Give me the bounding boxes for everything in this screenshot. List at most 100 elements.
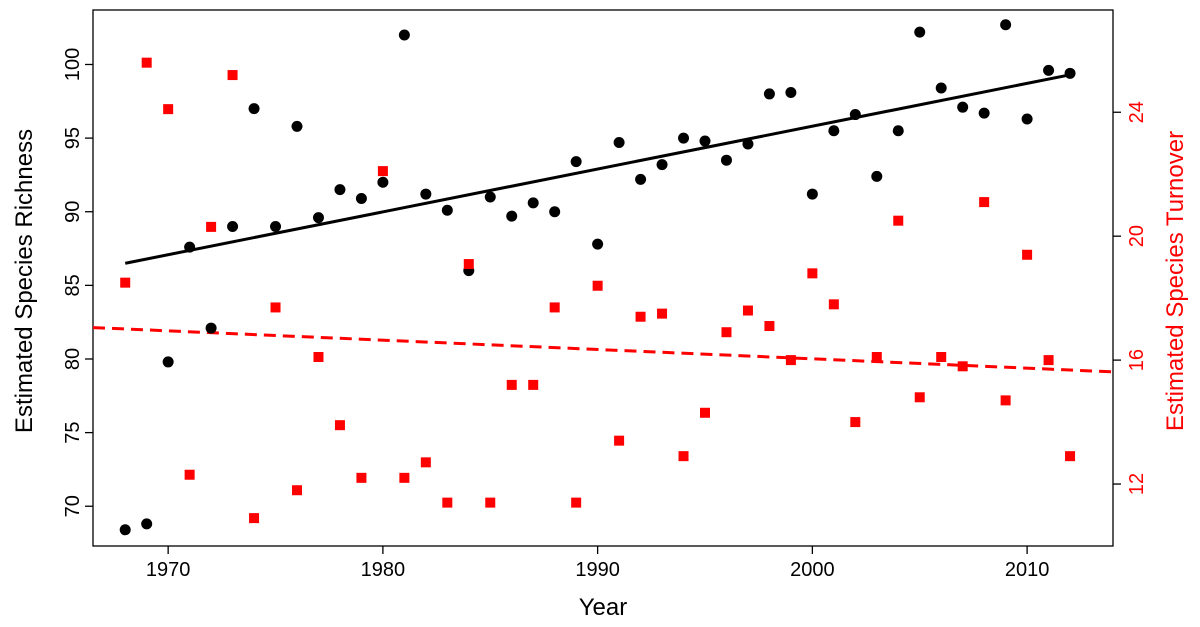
- richness-point: [162, 356, 174, 368]
- turnover-point: [914, 392, 925, 403]
- turnover-point: [850, 417, 861, 428]
- richness-trendline: [124, 73, 1071, 265]
- turnover-point: [893, 215, 904, 226]
- turnover-point: [807, 268, 818, 279]
- richness-point: [785, 86, 797, 98]
- turnover-point: [184, 469, 195, 480]
- turnover-point: [120, 277, 131, 288]
- turnover-point: [1043, 355, 1054, 366]
- richness-point: [935, 82, 947, 94]
- y-right-tick-label: 12: [1126, 473, 1148, 495]
- x-axis: 1970 1980 1990 2000 2010: [146, 546, 1049, 581]
- richness-point: [592, 238, 604, 250]
- y-left-tick-label: 100: [62, 48, 84, 81]
- richness-point: [1043, 64, 1055, 76]
- richness-point: [420, 188, 432, 200]
- turnover-point: [227, 70, 238, 81]
- turnover-point: [571, 497, 582, 508]
- y-axis-left: 70 75 80 85 90 95 100: [62, 48, 93, 517]
- y-left-tick-label: 75: [62, 421, 84, 443]
- turnover-point: [657, 308, 668, 319]
- turnover-point: [721, 327, 732, 338]
- richness-point: [699, 135, 711, 147]
- y-left-tick-label: 95: [62, 127, 84, 149]
- richness-point: [570, 156, 582, 168]
- x-tick-label: 1980: [361, 559, 406, 581]
- turnover-point: [356, 472, 367, 483]
- turnover-point: [313, 352, 324, 363]
- data-points: [119, 19, 1076, 536]
- turnover-point: [700, 407, 710, 418]
- richness-point: [205, 322, 217, 334]
- turnover-point: [764, 321, 775, 332]
- turnover-point: [163, 104, 174, 115]
- y-left-tick-label: 80: [62, 348, 84, 370]
- turnover-point: [249, 513, 260, 524]
- turnover-point: [399, 472, 410, 483]
- y-right-tick-label: 20: [1126, 225, 1148, 247]
- richness-point: [398, 29, 410, 41]
- turnover-point: [678, 451, 689, 462]
- turnover-point: [614, 435, 625, 446]
- richness-point: [1021, 113, 1033, 125]
- y-left-tick-label: 90: [62, 201, 84, 223]
- richness-point: [742, 138, 754, 150]
- richness-point: [914, 26, 926, 38]
- turnover-point: [292, 485, 302, 496]
- richness-point: [484, 191, 496, 203]
- richness-point: [978, 107, 990, 119]
- richness-point: [720, 154, 732, 166]
- turnover-point: [1000, 395, 1011, 406]
- y-right-tick-label: 16: [1126, 349, 1148, 371]
- richness-point: [227, 220, 239, 232]
- y-axis-left-title: Estimated Species Richness: [11, 129, 38, 433]
- richness-point: [334, 184, 346, 196]
- richness-point: [119, 524, 131, 536]
- richness-point: [678, 132, 690, 144]
- turnover-point: [506, 379, 517, 390]
- richness-point: [806, 188, 818, 200]
- x-tick-label: 1990: [575, 559, 620, 581]
- turnover-point: [828, 299, 839, 310]
- turnover-point: [957, 361, 968, 372]
- turnover-point: [463, 259, 474, 270]
- richness-point: [635, 173, 647, 185]
- richness-point: [549, 206, 561, 218]
- y-axis-right-title: Estimated Species Turnover: [1162, 131, 1189, 431]
- richness-point: [656, 159, 668, 171]
- turnover-point: [785, 355, 796, 366]
- richness-point: [871, 170, 883, 182]
- x-tick-label: 2010: [1005, 559, 1050, 581]
- richness-point: [527, 197, 539, 209]
- turnover-point: [485, 497, 496, 508]
- richness-point: [763, 88, 775, 100]
- turnover-point: [420, 457, 431, 468]
- x-tick-label: 1970: [146, 559, 191, 581]
- richness-point: [613, 137, 625, 149]
- turnover-point: [377, 166, 388, 177]
- x-tick-label: 2000: [790, 559, 835, 581]
- turnover-point: [635, 311, 646, 322]
- turnover-point: [1065, 451, 1076, 462]
- richness-point: [828, 125, 840, 137]
- turnover-point: [871, 352, 882, 363]
- richness-point: [441, 204, 453, 216]
- turnover-point: [528, 379, 539, 390]
- trendlines: [92, 73, 1114, 374]
- richness-point: [248, 103, 260, 115]
- richness-point: [1000, 19, 1012, 31]
- turnover-point: [742, 305, 753, 316]
- richness-point: [377, 176, 389, 188]
- richness-point: [355, 192, 367, 204]
- turnover-point: [334, 420, 345, 431]
- turnover-point: [141, 57, 152, 68]
- turnover-point: [592, 280, 603, 291]
- richness-point: [141, 518, 153, 530]
- turnover-point: [270, 302, 281, 313]
- x-axis-title: Year: [579, 594, 628, 621]
- plot-frame: [92, 9, 1114, 547]
- y-left-tick-label: 85: [62, 274, 84, 296]
- richness-point: [892, 125, 904, 137]
- y-axis-right: 12 16 20 24: [1113, 101, 1148, 495]
